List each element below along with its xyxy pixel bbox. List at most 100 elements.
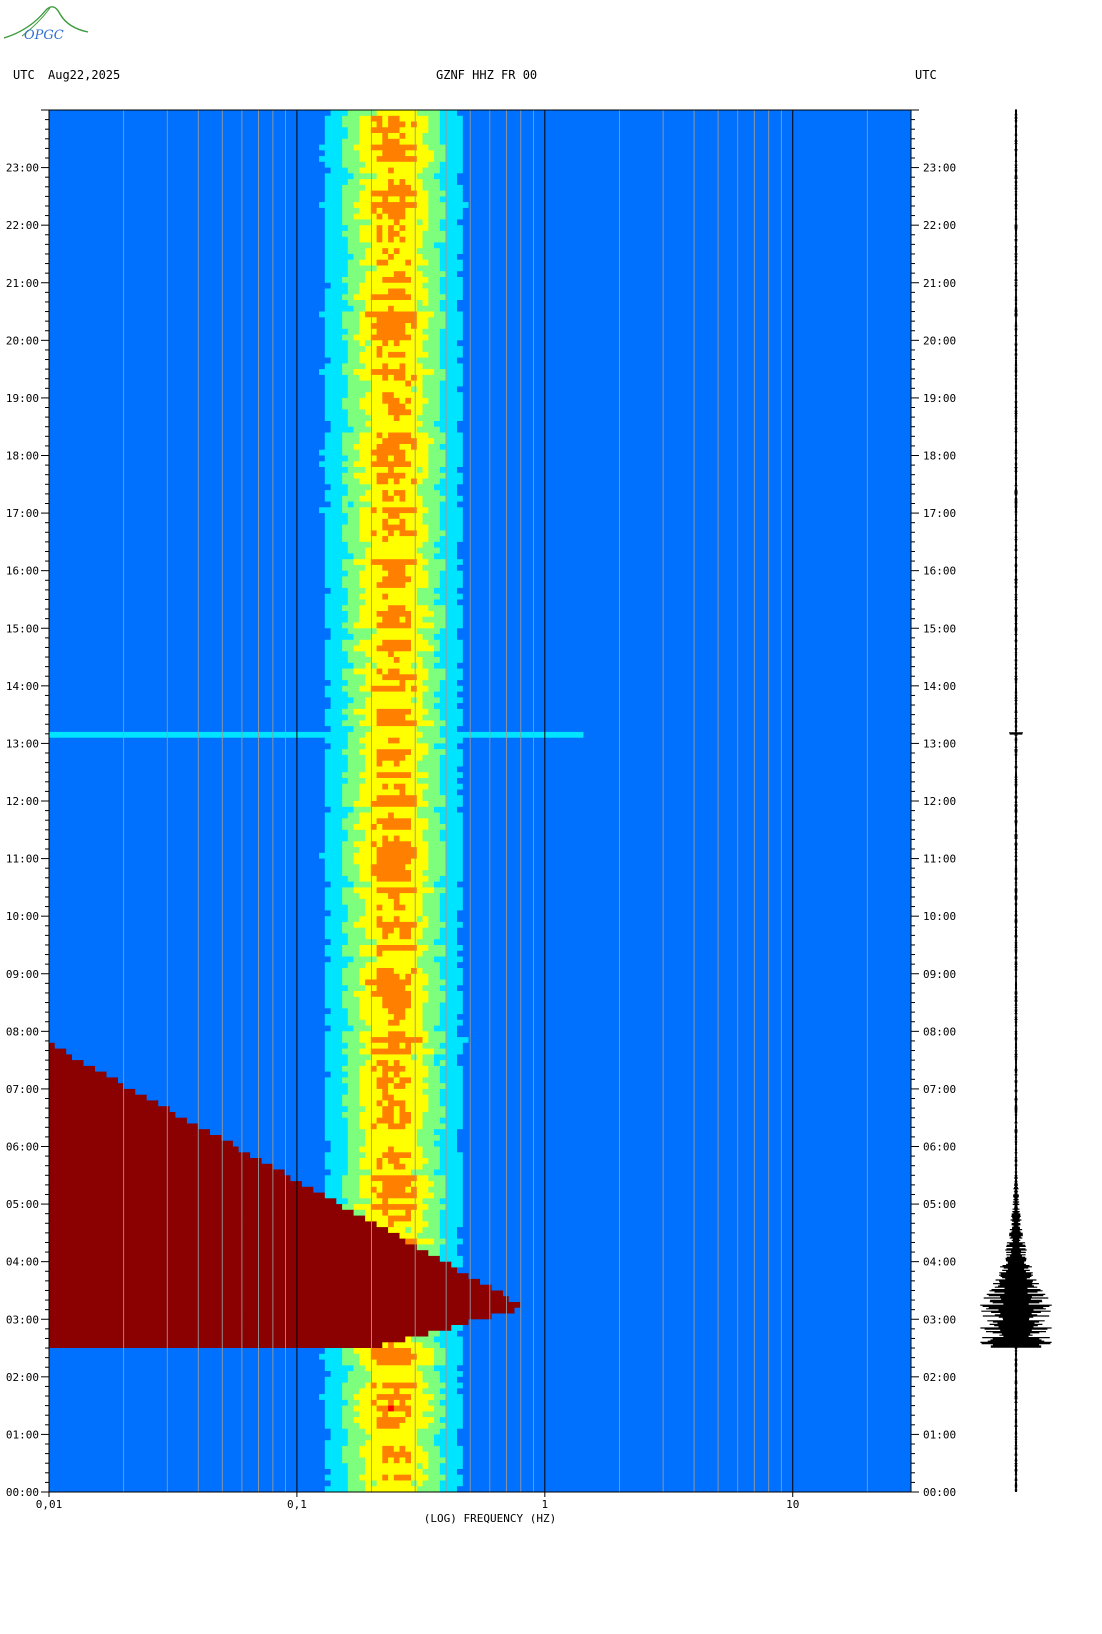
heatmap-cell xyxy=(353,1405,378,1412)
heatmap-cell xyxy=(376,904,383,912)
heatmap-cell xyxy=(457,950,911,958)
heatmap-cell xyxy=(393,392,424,399)
heatmap-cell xyxy=(342,1451,360,1459)
heatmap-cell xyxy=(324,921,343,929)
heatmap-cell xyxy=(330,881,355,888)
heatmap-cell xyxy=(353,305,366,313)
heatmap-cell xyxy=(376,351,383,359)
heatmap-cell xyxy=(382,674,418,681)
heatmap-cell xyxy=(462,968,911,975)
heatmap-cell xyxy=(405,363,424,370)
heatmap-cell xyxy=(439,1463,464,1470)
heatmap-cell xyxy=(462,841,911,848)
heatmap-cell xyxy=(342,1394,355,1401)
heatmap-cell xyxy=(49,1083,125,1090)
heatmap-cell xyxy=(49,691,326,698)
heatmap-cell xyxy=(347,1371,372,1378)
heatmap-cell xyxy=(330,1480,349,1487)
heatmap-cell xyxy=(49,1019,326,1027)
heatmap-cell xyxy=(439,328,464,336)
heatmap-cell xyxy=(393,248,401,255)
heatmap-cell xyxy=(49,1440,326,1447)
heatmap-cell xyxy=(382,346,424,353)
heatmap-cell xyxy=(324,737,349,745)
heatmap-cell xyxy=(347,374,360,382)
heatmap-cell xyxy=(49,133,326,140)
heatmap-cell xyxy=(49,674,326,681)
heatmap-cell xyxy=(376,472,406,480)
heatmap-cell xyxy=(462,513,911,520)
heatmap-cell xyxy=(49,1215,366,1222)
heatmap-cell xyxy=(416,726,441,733)
time-tick-label-right: 00:00 xyxy=(923,1486,956,1499)
heatmap-cell xyxy=(49,449,320,457)
heatmap-cell xyxy=(347,778,366,785)
heatmap-cell xyxy=(439,933,458,940)
heatmap-cell xyxy=(49,207,326,215)
heatmap-cell xyxy=(324,513,349,520)
heatmap-cell xyxy=(445,236,464,244)
heatmap-cell xyxy=(388,593,418,601)
heatmap-cell xyxy=(342,1457,366,1464)
heatmap-cell xyxy=(49,668,326,675)
heatmap-cell xyxy=(347,1117,360,1125)
heatmap-cell xyxy=(347,1088,360,1096)
heatmap-cell xyxy=(457,680,911,687)
heatmap-cell xyxy=(399,1158,429,1165)
heatmap-cell xyxy=(445,1348,464,1355)
heatmap-cell xyxy=(405,213,429,221)
heatmap-cell xyxy=(49,858,326,865)
heatmap-cell xyxy=(319,369,343,376)
heatmap-cell xyxy=(445,921,464,929)
heatmap-cell xyxy=(324,1463,349,1470)
heatmap-cell xyxy=(370,870,412,877)
heatmap-cell xyxy=(462,518,911,526)
heatmap-cell xyxy=(462,1198,911,1205)
heatmap-cell xyxy=(439,386,458,393)
heatmap-cell xyxy=(376,772,412,779)
heatmap-cell xyxy=(49,397,326,405)
heatmap-cell xyxy=(422,754,441,762)
heatmap-cell xyxy=(49,783,326,791)
heatmap-cell xyxy=(388,478,395,485)
heatmap-cell xyxy=(49,507,320,514)
heatmap-cell xyxy=(49,150,326,157)
heatmap-cell xyxy=(359,190,372,197)
heatmap-cell xyxy=(324,1486,349,1492)
heatmap-cell xyxy=(49,847,326,854)
heatmap-cell xyxy=(439,778,458,785)
heatmap-cell xyxy=(457,1244,911,1251)
heatmap-cell xyxy=(342,397,360,405)
heatmap-cell xyxy=(393,236,401,244)
heatmap-cell xyxy=(416,1129,435,1136)
heatmap-cell xyxy=(49,1186,314,1194)
heatmap-cell xyxy=(416,956,435,963)
heatmap-cell xyxy=(388,115,401,123)
heatmap-cell xyxy=(439,916,458,923)
heatmap-cell xyxy=(347,127,360,134)
heatmap-cell xyxy=(411,645,435,652)
heatmap-cell xyxy=(347,875,360,883)
heatmap-cell xyxy=(382,1186,406,1194)
heatmap-cell xyxy=(347,1135,366,1142)
heatmap-cell xyxy=(393,1071,401,1078)
heatmap-cell xyxy=(439,1371,464,1378)
heatmap-cell xyxy=(405,685,412,693)
heatmap-cell xyxy=(428,213,447,221)
heatmap-cell xyxy=(411,294,429,301)
heatmap-cell xyxy=(422,795,447,802)
heatmap-cell xyxy=(324,1083,349,1090)
heatmap-cell xyxy=(388,403,406,411)
heatmap-cell xyxy=(434,1238,447,1245)
heatmap-cell xyxy=(342,115,360,123)
heatmap-cell xyxy=(388,1060,395,1067)
heatmap-cell xyxy=(49,1457,326,1464)
heatmap-cell xyxy=(422,1019,441,1027)
heatmap-cell xyxy=(49,1071,108,1078)
heatmap-cell xyxy=(439,910,458,917)
heatmap-cell xyxy=(462,611,911,618)
heatmap-cell xyxy=(324,778,349,785)
heatmap-cell xyxy=(428,259,441,267)
heatmap-cell xyxy=(388,536,429,543)
heatmap-cell xyxy=(319,507,343,514)
